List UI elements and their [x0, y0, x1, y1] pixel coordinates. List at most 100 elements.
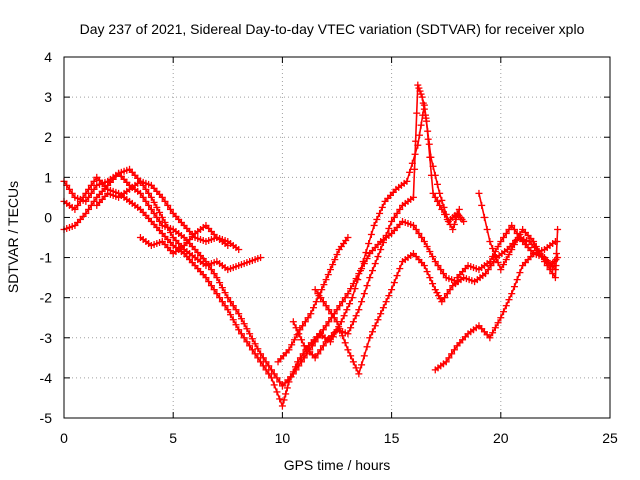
- data-point: [396, 205, 404, 213]
- data-point: [371, 322, 379, 330]
- data-point: [85, 185, 93, 193]
- data-point: [344, 234, 352, 241]
- data-point: [287, 373, 295, 381]
- data-point: [164, 223, 172, 231]
- data-point: [354, 276, 362, 284]
- data-point: [336, 302, 344, 310]
- data-point: [320, 281, 328, 289]
- data-point: [510, 225, 518, 233]
- data-point: [310, 304, 318, 312]
- series-track-2: [60, 101, 468, 410]
- data-point: [273, 388, 281, 396]
- chart-title: Day 237 of 2021, Sidereal Day-to-day VTE…: [80, 21, 585, 37]
- data-point: [439, 270, 447, 278]
- data-point: [494, 259, 502, 267]
- data-point: [290, 336, 298, 344]
- data-point: [304, 314, 312, 322]
- data-point: [325, 306, 333, 314]
- data-point: [322, 322, 330, 330]
- data-point: [388, 217, 396, 225]
- data-point: [426, 274, 434, 282]
- data-point: [365, 240, 373, 248]
- series-track-7: [289, 81, 463, 362]
- data-point: [424, 135, 432, 143]
- data-point: [341, 294, 349, 302]
- data-point: [494, 319, 502, 327]
- data-point: [416, 87, 424, 95]
- data-point: [326, 266, 334, 274]
- y-tick-label: 0: [44, 209, 52, 225]
- data-point: [382, 231, 390, 239]
- data-point: [145, 189, 153, 197]
- data-point: [359, 258, 367, 266]
- data-point: [415, 84, 423, 92]
- data-point: [153, 203, 161, 211]
- data-point: [552, 250, 560, 258]
- data-point: [475, 189, 483, 197]
- x-tick-label: 20: [493, 430, 509, 446]
- data-point: [370, 221, 378, 229]
- data-point: [508, 221, 516, 229]
- data-point: [379, 304, 387, 312]
- data-point: [373, 215, 381, 223]
- data-point: [328, 310, 336, 318]
- data-point: [292, 363, 300, 371]
- data-point: [431, 193, 439, 201]
- data-point: [429, 189, 437, 197]
- data-point: [438, 196, 446, 204]
- data-point: [333, 318, 341, 326]
- data-point: [166, 205, 174, 213]
- data-point: [388, 286, 396, 294]
- plot-frame: [63, 56, 611, 419]
- data-point: [314, 350, 322, 358]
- data-point: [248, 346, 256, 354]
- data-point: [299, 350, 307, 358]
- data-point: [319, 342, 327, 350]
- data-point: [409, 221, 417, 229]
- data-point: [90, 197, 98, 205]
- data-point: [232, 321, 240, 329]
- data-point: [276, 395, 284, 403]
- y-tick-label: -3: [40, 330, 53, 346]
- y-tick-label: -4: [40, 370, 53, 386]
- data-point: [237, 315, 245, 323]
- data-point: [224, 306, 232, 314]
- data-point: [378, 203, 386, 211]
- data-point: [292, 324, 300, 332]
- data-point: [294, 358, 302, 366]
- data-point: [486, 334, 494, 342]
- data-point: [295, 330, 303, 338]
- x-tick-label: 5: [169, 430, 177, 446]
- data-point: [235, 326, 243, 334]
- data-point: [351, 285, 359, 293]
- data-point: [367, 230, 375, 238]
- data-point: [530, 238, 538, 246]
- data-point: [257, 358, 265, 366]
- data-point: [480, 213, 488, 221]
- data-point: [436, 295, 444, 303]
- data-point: [301, 318, 309, 326]
- data-point: [358, 298, 366, 306]
- data-point: [338, 332, 346, 340]
- data-point: [436, 189, 444, 197]
- data-point: [393, 272, 401, 280]
- data-point: [85, 205, 93, 213]
- data-point: [348, 294, 356, 302]
- data-point: [505, 251, 513, 259]
- data-point: [484, 266, 492, 274]
- data-point: [221, 302, 229, 310]
- data-point: [210, 270, 218, 278]
- y-tick-label: -1: [40, 250, 53, 266]
- data-point: [431, 286, 439, 294]
- data-point: [409, 193, 417, 201]
- data-point: [285, 346, 293, 354]
- data-point: [426, 153, 434, 161]
- y-tick-label: 2: [44, 129, 52, 145]
- data-point: [338, 298, 346, 306]
- data-point: [508, 246, 516, 254]
- data-point: [382, 298, 390, 306]
- data-point: [363, 343, 371, 351]
- data-point: [385, 224, 393, 232]
- data-point: [502, 229, 510, 237]
- data-point: [366, 274, 374, 282]
